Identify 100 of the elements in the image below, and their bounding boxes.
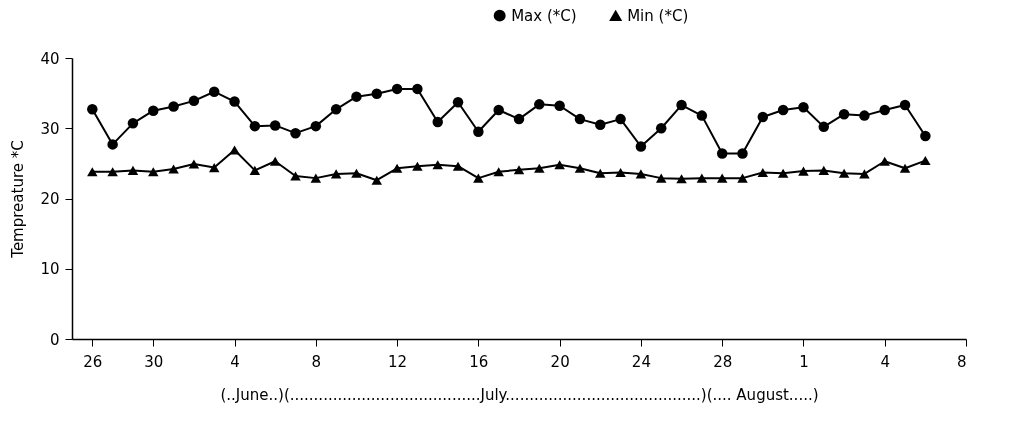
point — [920, 156, 931, 166]
point — [920, 130, 931, 142]
point — [534, 99, 545, 110]
point — [351, 91, 362, 102]
point — [371, 88, 383, 100]
point — [432, 116, 443, 128]
point — [676, 99, 687, 111]
point — [168, 101, 179, 112]
point — [777, 168, 789, 178]
point — [452, 97, 464, 108]
point — [107, 167, 118, 177]
point — [310, 120, 322, 132]
point — [330, 104, 342, 115]
point — [371, 175, 383, 185]
point — [513, 165, 525, 175]
point — [473, 173, 484, 183]
point — [655, 173, 667, 183]
point — [899, 99, 911, 111]
point — [818, 165, 830, 175]
x-tick-label: 30 — [144, 352, 164, 371]
point — [757, 111, 769, 123]
point — [777, 104, 789, 116]
point — [838, 108, 850, 120]
point — [473, 126, 484, 137]
legend-label: Max (*C) — [511, 6, 577, 25]
legend-label: Min (*C) — [627, 6, 689, 25]
point — [208, 163, 220, 173]
point — [513, 113, 525, 125]
point — [87, 104, 98, 115]
x-tick-label: 20 — [550, 352, 570, 371]
point — [249, 120, 261, 132]
point — [168, 164, 179, 174]
point — [107, 139, 118, 150]
point — [798, 101, 809, 113]
y-tick-label: 30 — [40, 119, 60, 138]
point — [859, 110, 870, 121]
point — [574, 163, 586, 173]
point — [554, 100, 565, 111]
y-tick-label: 0 — [49, 330, 60, 349]
point — [534, 163, 545, 173]
point — [574, 113, 586, 125]
x-tick-label: 4 — [230, 352, 240, 371]
point — [432, 160, 443, 170]
point — [798, 166, 809, 176]
point — [269, 120, 281, 131]
point — [696, 173, 708, 183]
point — [229, 145, 240, 155]
x-tick-label: 8 — [311, 352, 322, 371]
y-axis-title: Tempreature *C — [9, 140, 28, 259]
point — [452, 161, 464, 171]
point — [818, 121, 830, 133]
point — [412, 83, 423, 95]
point — [879, 156, 890, 166]
point — [290, 127, 301, 139]
point — [737, 173, 748, 183]
y-tick-label: 40 — [40, 49, 60, 68]
point — [87, 167, 98, 177]
point — [391, 163, 403, 173]
point — [879, 104, 890, 116]
point — [554, 160, 565, 170]
point — [676, 174, 687, 184]
point — [148, 167, 159, 177]
point — [635, 169, 647, 179]
point — [737, 148, 748, 159]
x-tick-label: 16 — [469, 352, 489, 371]
x-tick-label: 4 — [880, 352, 890, 371]
point — [757, 167, 769, 178]
point — [595, 168, 606, 178]
point — [655, 123, 667, 134]
point — [696, 110, 708, 121]
point — [493, 167, 504, 177]
y-tick-label: 20 — [40, 190, 60, 208]
point — [716, 173, 728, 183]
point — [351, 168, 362, 178]
point — [330, 169, 342, 179]
point — [615, 113, 626, 125]
y-tick-label: 10 — [40, 260, 60, 279]
x-tick-label: 26 — [83, 352, 103, 371]
point — [391, 83, 403, 95]
point — [269, 156, 281, 166]
point — [595, 119, 606, 130]
point — [899, 163, 911, 173]
x-tick-label: 8 — [956, 352, 967, 371]
x-tick-label: 12 — [388, 352, 408, 371]
point — [310, 173, 322, 183]
x-tick-label: 28 — [713, 352, 733, 371]
point — [229, 96, 240, 107]
point — [188, 95, 200, 107]
point — [249, 165, 261, 175]
point — [127, 118, 139, 129]
point — [412, 161, 423, 171]
point — [290, 171, 301, 181]
point — [716, 148, 728, 159]
point — [859, 169, 870, 179]
point — [615, 167, 626, 178]
point — [635, 141, 647, 152]
x-tick-label: 24 — [631, 352, 651, 371]
point — [208, 86, 220, 97]
point — [188, 159, 200, 169]
point — [493, 104, 504, 116]
